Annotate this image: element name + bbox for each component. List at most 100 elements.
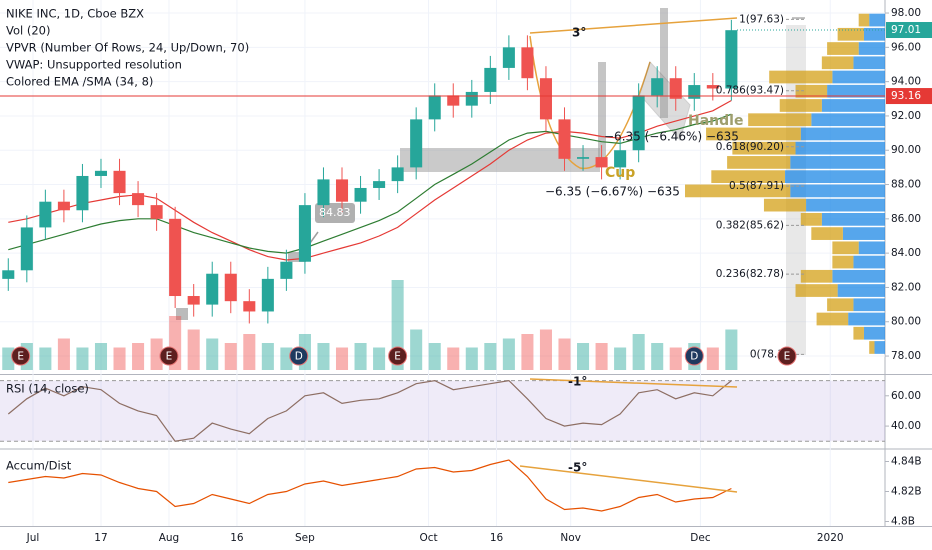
price-tag-label: 97.01 <box>891 24 921 36</box>
candle-body <box>614 150 627 168</box>
volume-bar <box>113 347 126 370</box>
vpvr-down <box>811 227 843 240</box>
callout-label: 84.83 <box>319 206 351 219</box>
vpvr-down <box>795 284 838 297</box>
rsi-band <box>0 380 885 442</box>
candle-body <box>465 91 478 106</box>
volume-bar <box>280 347 293 370</box>
volume-bar <box>76 347 89 370</box>
measure-label: −6.35 (−6.67%) −635 <box>545 185 680 199</box>
volume-bar <box>447 347 460 370</box>
volume-bar <box>484 343 497 370</box>
indicator-label: VWAP: Unsupported resolution <box>6 58 182 72</box>
rsi-angle: -1° <box>568 375 587 389</box>
fib-label: 1(97.63) <box>739 13 784 25</box>
volume-bar <box>335 347 349 370</box>
volume-bar <box>614 347 627 370</box>
candle-body <box>539 78 552 120</box>
candle-body <box>558 119 571 159</box>
volume-bar <box>651 343 664 370</box>
vpvr-down <box>706 127 801 141</box>
vpvr-down <box>748 113 812 127</box>
candle-body <box>428 95 441 120</box>
y-tick-label: 60.00 <box>891 390 921 402</box>
candle-body <box>410 119 423 168</box>
candle-body <box>57 201 70 211</box>
vpvr-down <box>832 241 859 255</box>
vpvr-up <box>858 42 885 55</box>
vpvr-up <box>821 212 885 226</box>
candle-body <box>335 179 349 202</box>
y-tick-label: 80.00 <box>891 316 921 328</box>
vpvr-down <box>800 212 822 226</box>
y-tick-label: 92.00 <box>891 110 921 122</box>
vpvr-down <box>858 13 870 27</box>
candle-body <box>206 273 219 305</box>
vpvr-up <box>848 312 885 326</box>
price-tag <box>886 88 932 105</box>
handle-label: Handle <box>688 113 743 129</box>
volume-bar <box>465 347 478 370</box>
x-tick-label: 16 <box>230 532 244 544</box>
candle-body <box>632 95 645 151</box>
volume-bar <box>539 329 552 370</box>
callout-box <box>315 203 355 223</box>
fib-label: 0.382(85.62) <box>716 219 784 231</box>
indicator-label: Vol (20) <box>6 24 50 38</box>
marks: 1(97.63) 0.786(93.47) 0.618(90.20) 0.5(87.9… <box>0 13 932 512</box>
vpvr-down <box>816 312 849 326</box>
event-marker <box>777 346 797 366</box>
y-tick-label: 40.00 <box>891 420 921 432</box>
event-label: E <box>17 351 24 363</box>
volume-bar <box>428 343 441 370</box>
vpvr-up <box>863 27 885 41</box>
candle-body <box>94 170 108 176</box>
vpvr-up <box>837 284 885 297</box>
fib-label: 0.786(93.47) <box>716 85 784 97</box>
candle-body <box>280 261 293 279</box>
x-tick-label: 16 <box>490 532 504 544</box>
vpvr-up <box>874 341 885 354</box>
volume-bar <box>706 347 719 370</box>
price-tag <box>886 22 932 39</box>
candle-body <box>373 181 386 188</box>
candle-body <box>169 218 182 297</box>
candle-body <box>725 30 738 89</box>
y-tick-label: 78.00 <box>891 350 921 362</box>
vpvr-up <box>858 241 885 255</box>
candle-body <box>132 193 145 206</box>
vpvr-up <box>842 227 885 240</box>
volume-bar <box>595 343 608 370</box>
candle-body <box>39 201 52 228</box>
candle-body <box>224 273 237 302</box>
candle-body <box>354 187 367 202</box>
indicator-line <box>7 379 732 442</box>
volume-bar <box>521 334 534 370</box>
volume-bar <box>632 334 645 370</box>
vpvr-down <box>779 99 822 112</box>
volume-bar <box>502 338 515 370</box>
volume-bar <box>94 343 108 370</box>
candle-body <box>187 296 200 305</box>
y-tick-label: 4.84B <box>891 456 922 468</box>
vpvr-down <box>769 70 833 84</box>
vpvr-up <box>800 127 885 141</box>
vpvr-down <box>727 156 791 169</box>
zone <box>598 62 606 162</box>
y-tick-label: 90.00 <box>891 144 921 156</box>
vpvr-up <box>821 99 885 112</box>
candle-body <box>595 157 608 168</box>
vpvr-down <box>795 84 828 98</box>
zone <box>176 308 188 320</box>
x-tick-label: Dec <box>690 532 711 544</box>
volume-bar <box>410 329 423 370</box>
vpvr-down <box>800 269 833 283</box>
x-tick-label: Aug <box>159 532 180 544</box>
volume-bar <box>317 343 330 370</box>
x-tick-label: Nov <box>560 532 581 544</box>
event-marker <box>684 346 704 366</box>
y-tick-label: 4.8B <box>891 516 915 528</box>
volume-bar <box>224 343 237 370</box>
